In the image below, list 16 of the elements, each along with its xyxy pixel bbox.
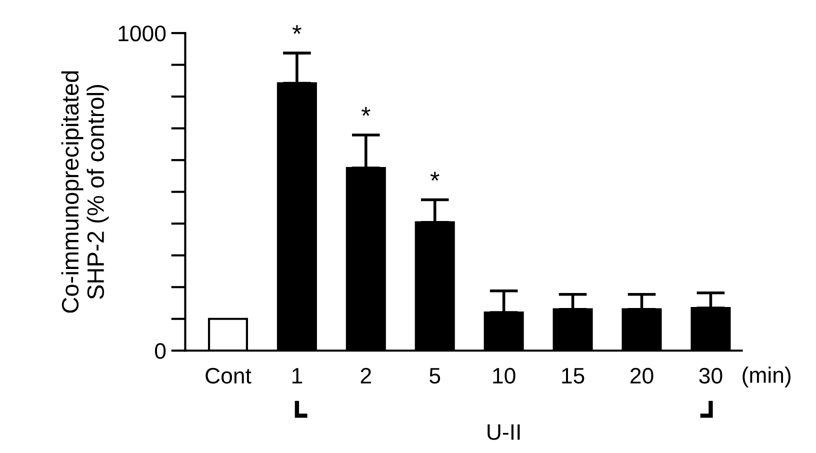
x-tick-label: Cont bbox=[206, 368, 252, 384]
annotation: * bbox=[430, 172, 440, 181]
text: (min) bbox=[742, 366, 790, 388]
y-tick-label: 0 bbox=[154, 343, 166, 359]
x-tick-label: 15 bbox=[562, 368, 584, 384]
x-tick-label: 20 bbox=[630, 368, 654, 384]
x-tick-label: 1 bbox=[292, 368, 302, 384]
x-tick-label: 30 bbox=[699, 368, 722, 384]
x-tick-label: 10 bbox=[493, 368, 516, 384]
y-axis-title: Co-immunoprecipitated SHP-2 (% of control) bbox=[61, 71, 109, 313]
annotation: * bbox=[292, 25, 302, 34]
annotation: * bbox=[361, 107, 370, 116]
text: U-II bbox=[488, 424, 520, 440]
x-tick-label: 2 bbox=[360, 368, 371, 384]
y-tick-label: 1000 bbox=[118, 26, 166, 42]
x-tick-label: 5 bbox=[430, 368, 440, 384]
